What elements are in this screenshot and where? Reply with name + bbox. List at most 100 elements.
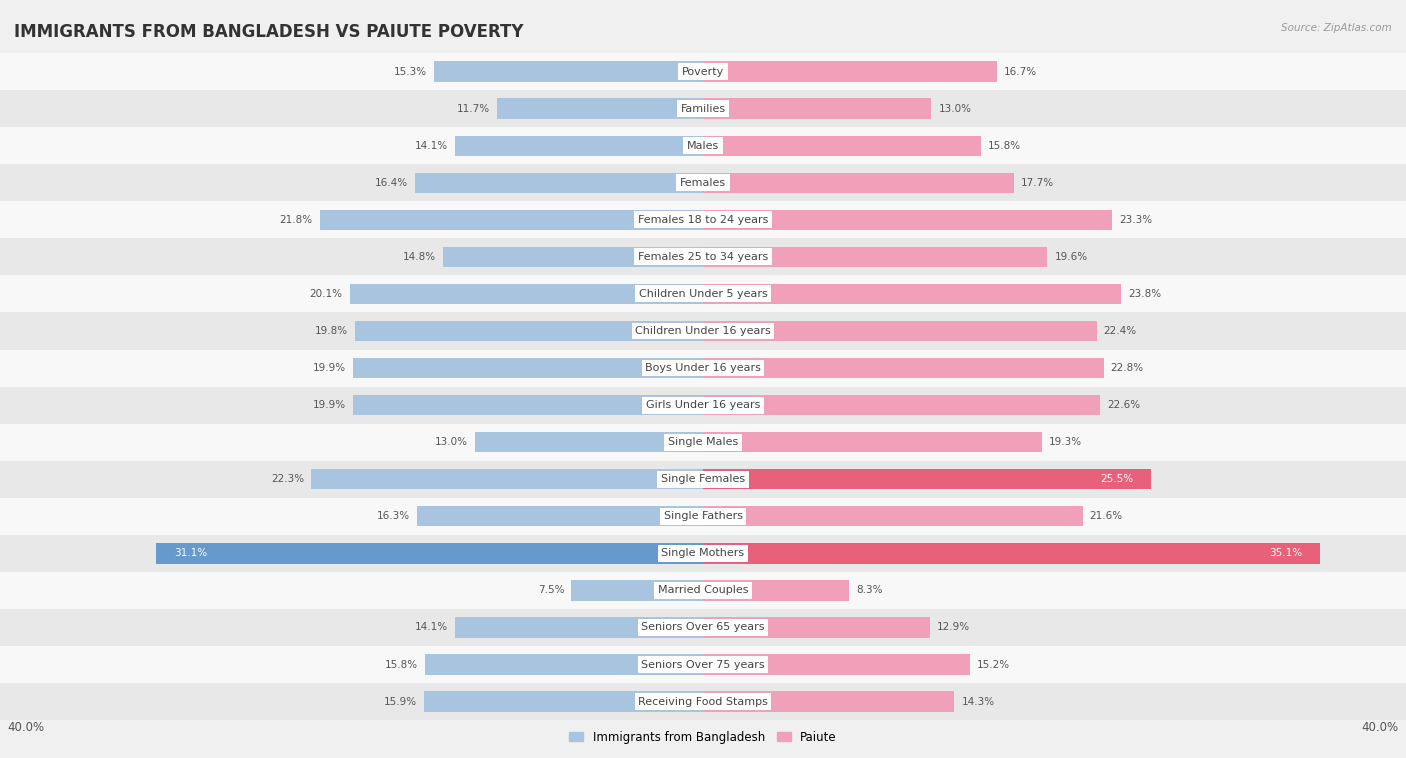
Bar	[703, 469, 1152, 490]
Bar	[498, 99, 703, 119]
Bar	[703, 654, 970, 675]
Text: 17.7%: 17.7%	[1021, 178, 1054, 188]
Bar	[0, 461, 1406, 498]
Text: 19.3%: 19.3%	[1049, 437, 1083, 447]
Bar	[0, 312, 1406, 349]
Bar	[703, 617, 929, 637]
Text: 14.8%: 14.8%	[402, 252, 436, 262]
Text: 13.0%: 13.0%	[434, 437, 467, 447]
Text: 15.8%: 15.8%	[987, 141, 1021, 151]
Text: 15.8%: 15.8%	[385, 659, 419, 669]
Text: 8.3%: 8.3%	[856, 585, 883, 595]
Bar	[0, 387, 1406, 424]
Bar	[703, 543, 1320, 563]
Text: IMMIGRANTS FROM BANGLADESH VS PAIUTE POVERTY: IMMIGRANTS FROM BANGLADESH VS PAIUTE POV…	[14, 23, 523, 41]
Bar	[0, 164, 1406, 202]
Bar	[350, 283, 703, 304]
Text: 23.8%: 23.8%	[1129, 289, 1161, 299]
Text: 22.6%: 22.6%	[1108, 400, 1140, 410]
Text: 12.9%: 12.9%	[936, 622, 970, 632]
Text: 14.3%: 14.3%	[962, 697, 994, 706]
Bar	[703, 432, 1042, 453]
Text: 40.0%: 40.0%	[1362, 721, 1399, 735]
Bar	[703, 395, 1099, 415]
Bar	[354, 321, 703, 341]
Bar	[353, 358, 703, 378]
Text: 25.5%: 25.5%	[1101, 475, 1133, 484]
Bar	[311, 469, 703, 490]
Text: Females: Females	[681, 178, 725, 188]
Bar	[703, 210, 1112, 230]
Bar	[703, 506, 1083, 527]
Bar	[425, 654, 703, 675]
Text: Poverty: Poverty	[682, 67, 724, 77]
Bar	[703, 691, 955, 712]
Bar	[703, 283, 1122, 304]
Text: 14.1%: 14.1%	[415, 141, 449, 151]
Bar	[0, 90, 1406, 127]
Bar	[0, 646, 1406, 683]
Text: 15.3%: 15.3%	[394, 67, 427, 77]
Bar	[0, 202, 1406, 238]
Bar	[475, 432, 703, 453]
Bar	[416, 506, 703, 527]
Text: 15.9%: 15.9%	[384, 697, 416, 706]
Bar	[571, 580, 703, 600]
Bar	[0, 127, 1406, 164]
Bar	[156, 543, 703, 563]
Bar	[703, 358, 1104, 378]
Text: Seniors Over 75 years: Seniors Over 75 years	[641, 659, 765, 669]
Text: 40.0%: 40.0%	[7, 721, 44, 735]
Text: 22.3%: 22.3%	[271, 475, 304, 484]
Text: 19.9%: 19.9%	[314, 400, 346, 410]
Text: 13.0%: 13.0%	[939, 104, 972, 114]
Bar	[703, 136, 981, 156]
Bar	[456, 617, 703, 637]
Text: Single Males: Single Males	[668, 437, 738, 447]
Bar	[321, 210, 703, 230]
Bar	[703, 580, 849, 600]
Text: Girls Under 16 years: Girls Under 16 years	[645, 400, 761, 410]
Bar	[0, 238, 1406, 275]
Text: Children Under 5 years: Children Under 5 years	[638, 289, 768, 299]
Bar	[703, 99, 932, 119]
Text: Males: Males	[688, 141, 718, 151]
Bar	[703, 61, 997, 82]
Text: 22.4%: 22.4%	[1104, 326, 1137, 336]
Text: 21.6%: 21.6%	[1090, 512, 1123, 522]
Bar	[0, 424, 1406, 461]
Bar	[703, 321, 1097, 341]
Text: Families: Families	[681, 104, 725, 114]
Text: 20.1%: 20.1%	[309, 289, 343, 299]
Text: Seniors Over 65 years: Seniors Over 65 years	[641, 622, 765, 632]
Text: Females 25 to 34 years: Females 25 to 34 years	[638, 252, 768, 262]
Text: Children Under 16 years: Children Under 16 years	[636, 326, 770, 336]
Text: 19.6%: 19.6%	[1054, 252, 1088, 262]
Bar	[0, 683, 1406, 720]
Bar	[415, 173, 703, 193]
Bar	[0, 53, 1406, 90]
Text: 19.9%: 19.9%	[314, 363, 346, 373]
Text: 22.8%: 22.8%	[1111, 363, 1144, 373]
Bar	[0, 609, 1406, 646]
Text: Single Mothers: Single Mothers	[661, 548, 745, 559]
Text: 35.1%: 35.1%	[1270, 548, 1302, 559]
Text: 19.8%: 19.8%	[315, 326, 349, 336]
Bar	[434, 61, 703, 82]
Text: 16.4%: 16.4%	[374, 178, 408, 188]
Text: 11.7%: 11.7%	[457, 104, 491, 114]
Text: Single Females: Single Females	[661, 475, 745, 484]
Text: 16.7%: 16.7%	[1004, 67, 1036, 77]
Text: 15.2%: 15.2%	[977, 659, 1011, 669]
Bar	[0, 498, 1406, 535]
Bar	[703, 246, 1047, 267]
Text: Single Fathers: Single Fathers	[664, 512, 742, 522]
Text: 7.5%: 7.5%	[537, 585, 564, 595]
Text: 21.8%: 21.8%	[280, 215, 314, 225]
Bar	[0, 535, 1406, 572]
Bar	[0, 275, 1406, 312]
Text: 14.1%: 14.1%	[415, 622, 449, 632]
Bar	[0, 349, 1406, 387]
Bar	[456, 136, 703, 156]
Legend: Immigrants from Bangladesh, Paiute: Immigrants from Bangladesh, Paiute	[564, 726, 842, 748]
